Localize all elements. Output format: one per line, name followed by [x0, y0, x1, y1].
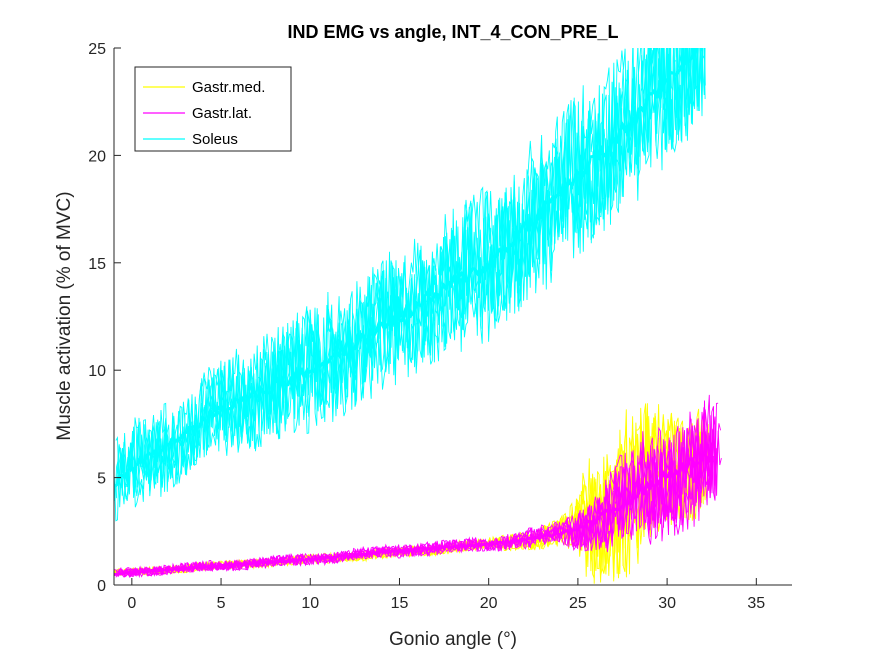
y-tick-label: 10 [88, 363, 106, 380]
trial-trace [117, 394, 722, 579]
x-tick-label: 35 [747, 595, 765, 612]
legend-label-gastr-med: Gastr.med. [192, 79, 265, 96]
x-tick-label: 25 [569, 595, 587, 612]
x-tick-label: 5 [217, 595, 226, 612]
x-tick-label: 20 [480, 595, 498, 612]
y-tick-label: 5 [97, 471, 106, 488]
legend-box [134, 66, 292, 152]
y-tick-label: 15 [88, 256, 106, 273]
x-tick-label: 30 [658, 595, 676, 612]
trial-trace [114, 48, 705, 501]
series-soleus [114, 48, 706, 522]
y-tick-label: 25 [88, 41, 106, 58]
trial-trace [114, 48, 704, 522]
series-gastr-lat [114, 394, 722, 579]
x-tick-label: 10 [301, 595, 319, 612]
mean-trace [114, 452, 714, 576]
legend: Gastr.med. Gastr.lat. Soleus [134, 66, 292, 152]
series-layer [114, 48, 722, 584]
legend-label-gastr-lat: Gastr.lat. [192, 105, 252, 122]
y-tick-label: 0 [97, 578, 106, 595]
x-tick-label: 15 [391, 595, 409, 612]
legend-label-soleus: Soleus [192, 131, 238, 148]
chart-title: IND EMG vs angle, INT_4_CON_PRE_L [287, 22, 618, 42]
y-axis-label: Muscle activation (% of MVC) [54, 191, 75, 440]
y-tick-label: 20 [88, 148, 106, 165]
x-axis-label: Gonio angle (°) [389, 629, 517, 650]
axes-layer: 0 5 10 15 20 25 30 35 0 5 10 15 20 25 [88, 41, 792, 612]
mean-trace [114, 48, 698, 488]
x-tick-label: 0 [127, 595, 136, 612]
